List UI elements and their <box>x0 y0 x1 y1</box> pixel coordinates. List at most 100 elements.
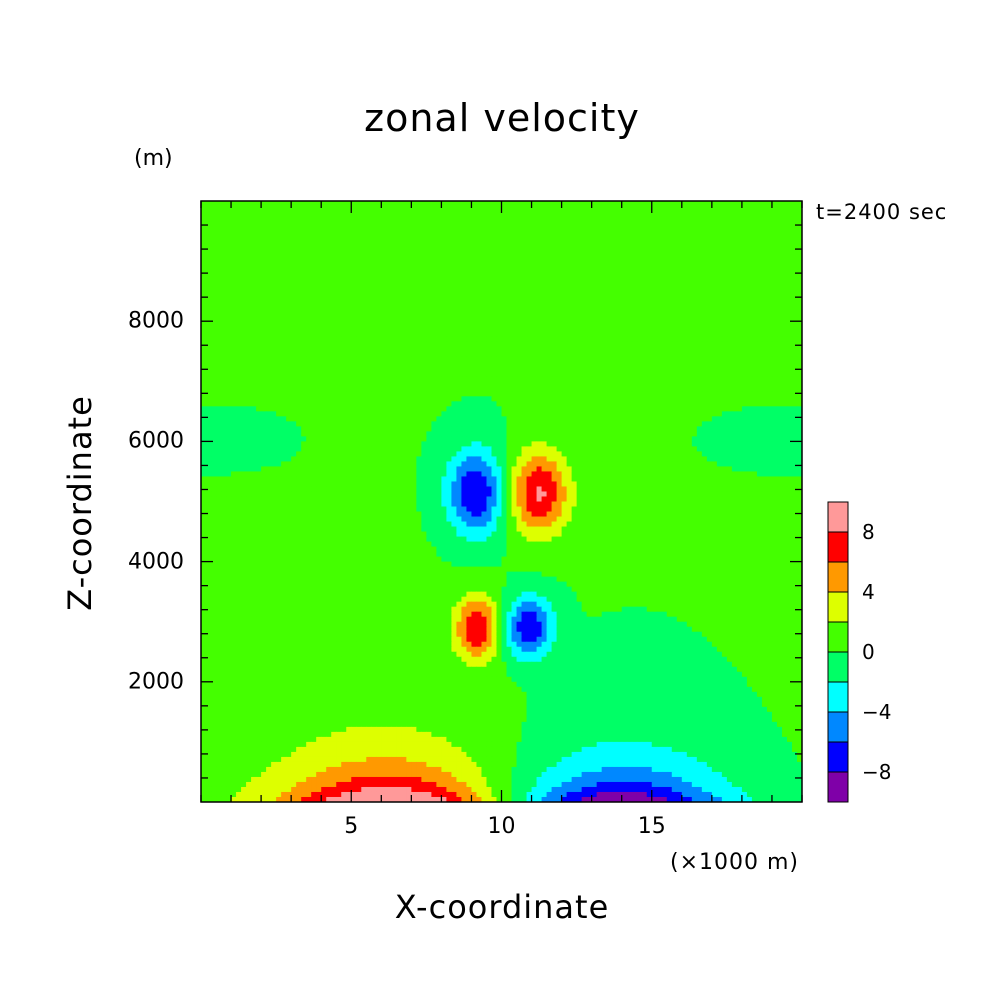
field-cell <box>711 331 718 337</box>
field-cell <box>216 321 222 327</box>
field-cell <box>486 311 493 317</box>
field-cell <box>336 201 342 207</box>
field-cell <box>446 356 453 362</box>
field-cell <box>776 241 783 247</box>
field-cell <box>491 326 498 332</box>
field-cell <box>576 201 583 207</box>
field-cell <box>711 206 718 212</box>
field-cell <box>616 391 623 397</box>
field-cell <box>351 271 357 277</box>
field-cell <box>486 331 493 337</box>
field-cell <box>766 296 773 302</box>
field-cell <box>696 286 703 292</box>
field-cell <box>311 371 317 377</box>
field-cell <box>581 256 588 262</box>
field-cell <box>431 291 437 297</box>
field-cell <box>516 381 523 387</box>
field-cell <box>336 326 342 332</box>
field-cell <box>576 216 583 222</box>
field-cell <box>516 246 523 252</box>
field-cell <box>696 396 703 402</box>
field-cell <box>616 221 623 227</box>
field-cell <box>411 406 417 412</box>
field-cell <box>571 341 578 347</box>
field-cell <box>551 236 558 242</box>
field-cell <box>731 246 738 252</box>
field-cell <box>596 371 603 377</box>
field-cell <box>591 291 598 297</box>
field-cell <box>346 341 352 347</box>
field-cell <box>241 341 247 347</box>
field-cell <box>396 281 402 287</box>
field-cell <box>231 301 237 307</box>
field-cell <box>466 391 473 397</box>
field-cell <box>521 261 528 267</box>
field-cell <box>531 341 538 347</box>
field-cell <box>756 301 763 307</box>
field-cell <box>466 216 473 222</box>
field-cell <box>571 356 578 362</box>
field-cell <box>486 286 493 292</box>
field-cell <box>386 256 392 262</box>
field-cell <box>356 336 362 342</box>
field-cell <box>216 261 222 267</box>
field-cell <box>496 216 503 222</box>
field-cell <box>671 401 678 407</box>
field-cell <box>686 311 693 317</box>
field-cell <box>641 241 648 247</box>
field-cell <box>331 286 337 292</box>
field-cell <box>231 276 237 282</box>
field-cell <box>781 356 788 362</box>
field-cell <box>581 251 588 257</box>
field-cell <box>281 331 287 337</box>
field-cell <box>496 376 503 382</box>
field-cell <box>236 386 242 392</box>
field-cell <box>736 351 743 357</box>
field-cell <box>286 306 292 312</box>
field-cell <box>766 401 773 407</box>
field-cell <box>406 376 412 382</box>
field-cell <box>446 211 453 217</box>
field-cell <box>711 241 718 247</box>
field-cell <box>276 356 282 362</box>
field-cell <box>636 281 643 287</box>
field-cell <box>541 296 548 302</box>
field-cell <box>396 326 402 332</box>
field-cell <box>391 201 397 207</box>
field-cell <box>366 381 372 387</box>
field-cell <box>346 396 352 402</box>
field-cell <box>796 271 802 277</box>
field-cell <box>756 361 763 367</box>
field-cell <box>616 211 623 217</box>
field-cell <box>431 351 437 357</box>
field-cell <box>726 211 733 217</box>
field-cell <box>466 331 473 337</box>
field-cell <box>341 291 347 297</box>
field-cell <box>341 286 347 292</box>
field-cell <box>416 271 422 277</box>
field-cell <box>266 221 272 227</box>
field-cell <box>471 271 478 277</box>
field-cell <box>576 271 583 277</box>
field-cell <box>506 396 513 402</box>
field-cell <box>221 401 227 407</box>
field-cell <box>366 281 372 287</box>
field-cell <box>671 281 678 287</box>
field-cell <box>231 246 237 252</box>
field-cell <box>786 401 793 407</box>
field-cell <box>476 356 483 362</box>
field-cell <box>271 331 277 337</box>
field-cell <box>781 321 788 327</box>
field-cell <box>366 251 372 257</box>
field-cell <box>661 226 668 232</box>
field-cell <box>296 321 302 327</box>
field-cell <box>361 406 367 412</box>
field-cell <box>516 311 523 317</box>
field-cell <box>596 316 603 322</box>
field-cell <box>361 301 367 307</box>
field-cell <box>606 281 613 287</box>
field-cell <box>456 291 463 297</box>
field-cell <box>726 316 733 322</box>
field-cell <box>636 301 643 307</box>
field-cell <box>746 391 753 397</box>
